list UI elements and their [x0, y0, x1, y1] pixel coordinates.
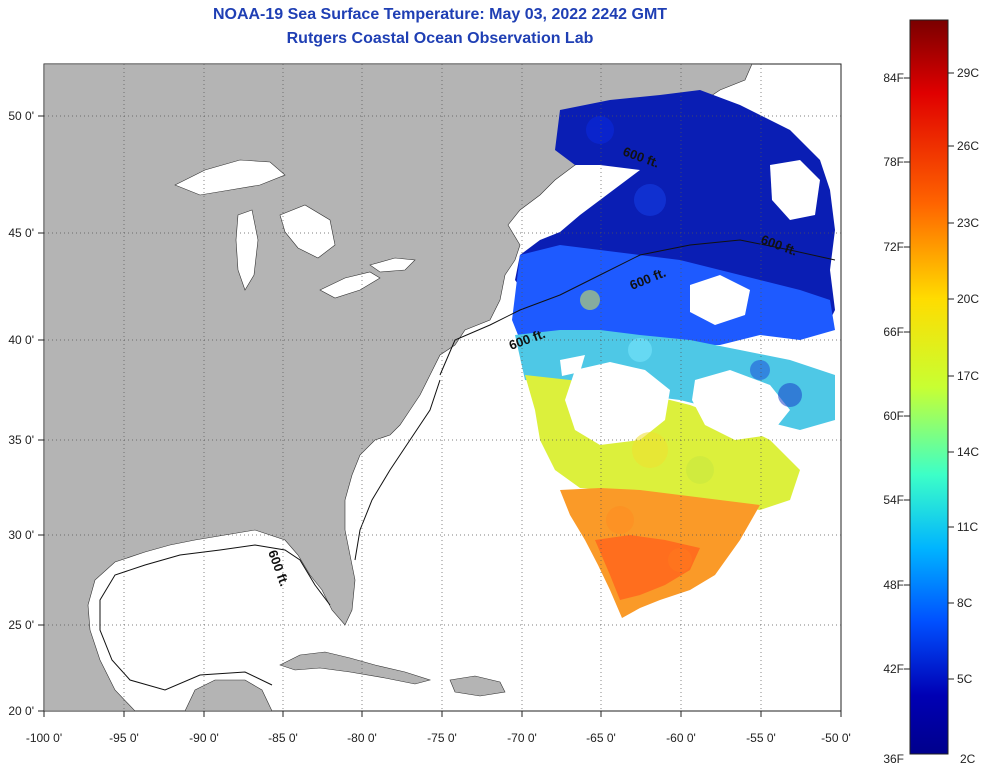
- cloud-gap-3: [770, 160, 820, 220]
- lake-ontario: [369, 257, 416, 273]
- colorbar-f-label: 66F: [883, 325, 904, 339]
- lon-label: -85 0': [268, 731, 298, 745]
- cloud-gap-2: [690, 275, 750, 325]
- land-yucatan: [184, 679, 273, 711]
- colorbar-f-label: 60F: [883, 409, 904, 423]
- colorbar-c-label: 17C: [957, 369, 979, 383]
- cloud-gap-5: [560, 355, 585, 376]
- lon-label: -90 0': [189, 731, 219, 745]
- lon-label: -100 0': [26, 731, 62, 745]
- lake-superior: [174, 159, 286, 196]
- lat-label: 50 0': [8, 109, 34, 123]
- colorbar-ticks: [904, 72, 954, 680]
- lon-label: -95 0': [109, 731, 139, 745]
- colorbar-f-label: 78F: [883, 155, 904, 169]
- cloud-gap-4: [692, 370, 790, 440]
- land-north-america: [44, 64, 753, 711]
- colorbar-c-label: 2C: [960, 752, 976, 766]
- lat-label: 35 0': [8, 433, 34, 447]
- colorbar-f-label: 84F: [883, 71, 904, 85]
- sst-swath-mid: [512, 245, 835, 345]
- sst-texture: [580, 116, 802, 572]
- lon-label: -75 0': [427, 731, 457, 745]
- colorbar-f-label: 54F: [883, 493, 904, 507]
- lon-label: -60 0': [666, 731, 696, 745]
- colorbar-c-label: 5C: [957, 672, 973, 686]
- colorbar-f-label: 48F: [883, 578, 904, 592]
- lat-label: 20 0': [8, 704, 34, 718]
- lat-lon-grid: [44, 64, 841, 711]
- colorbar-c-label: 23C: [957, 216, 979, 230]
- lat-label: 25 0': [8, 618, 34, 632]
- colorbar-c-label: 14C: [957, 445, 979, 459]
- colorbar-f-label: 42F: [883, 662, 904, 676]
- depth-contour-600ft: [439, 239, 836, 376]
- land-cuba: [279, 651, 432, 685]
- lat-label: 45 0': [8, 226, 34, 240]
- lake-erie: [319, 271, 381, 299]
- lon-label: -80 0': [347, 731, 377, 745]
- colorbar-f-label: 72F: [883, 240, 904, 254]
- colorbar-f-label: 36F: [883, 752, 904, 766]
- lake-michigan: [235, 209, 259, 291]
- lat-label: 30 0': [8, 528, 34, 542]
- map-title: NOAA-19 Sea Surface Temperature: May 03,…: [212, 6, 668, 23]
- depth-contour-600ft-gulf: [99, 544, 331, 691]
- colorbar: [909, 19, 949, 755]
- colorbar-c-label: 26C: [957, 139, 979, 153]
- depth-contour-600ft-east: [354, 379, 441, 561]
- lake-huron: [279, 204, 336, 259]
- lon-label: -55 0': [746, 731, 776, 745]
- lon-label: -65 0': [586, 731, 616, 745]
- lon-label: -50 0': [821, 731, 851, 745]
- colorbar-c-label: 8C: [957, 596, 973, 610]
- cloud-gap-1: [565, 362, 670, 445]
- lat-label: 40 0': [8, 333, 34, 347]
- lon-label: -70 0': [507, 731, 537, 745]
- map-subtitle: Rutgers Coastal Ocean Observation Lab: [286, 30, 594, 47]
- colorbar-c-label: 29C: [957, 66, 979, 80]
- axis-ticks: [38, 115, 842, 717]
- colorbar-c-label: 11C: [957, 520, 978, 534]
- colorbar-c-label: 20C: [957, 292, 979, 306]
- land-hispaniola: [449, 675, 506, 697]
